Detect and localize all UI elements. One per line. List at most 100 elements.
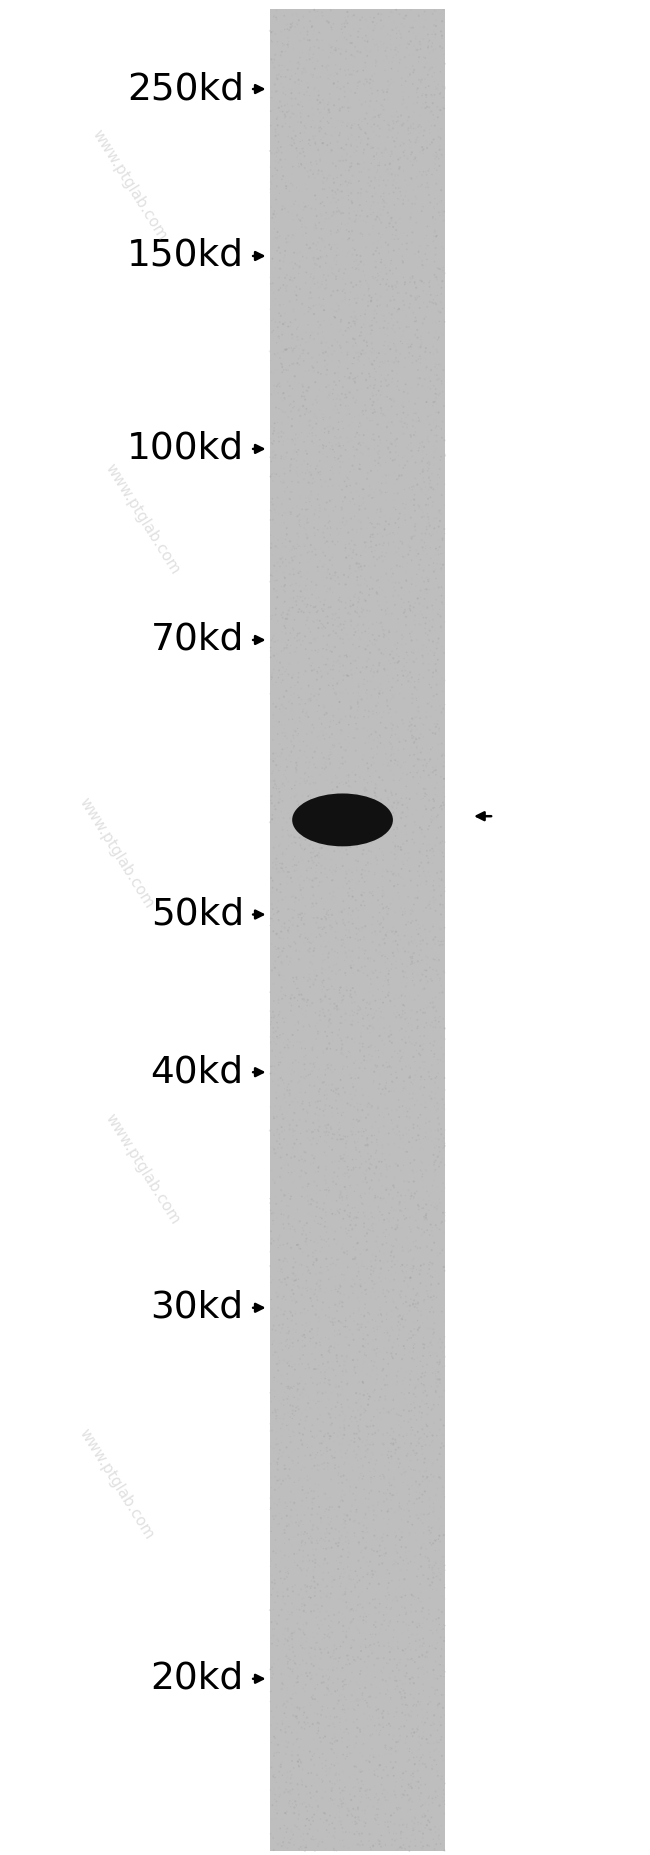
Point <box>276 1658 287 1688</box>
Point <box>363 480 374 510</box>
Point <box>436 900 446 929</box>
Point <box>289 128 299 158</box>
Point <box>399 167 410 197</box>
Point <box>317 416 327 445</box>
Point <box>350 924 361 953</box>
Point <box>281 224 291 254</box>
Point <box>310 697 320 727</box>
Point <box>410 1456 421 1486</box>
Point <box>286 783 296 812</box>
Point <box>430 72 441 102</box>
Point <box>307 1803 317 1833</box>
Point <box>318 1558 329 1588</box>
Point <box>323 1655 333 1684</box>
Point <box>359 1302 369 1332</box>
Point <box>318 399 328 429</box>
Point <box>315 996 325 1026</box>
Point <box>303 597 313 627</box>
Point <box>265 441 275 471</box>
Point <box>380 983 391 1013</box>
Point <box>270 154 280 184</box>
Point <box>437 480 447 510</box>
Point <box>294 1779 304 1809</box>
Point <box>361 265 371 295</box>
Point <box>388 1430 398 1460</box>
Point <box>426 933 437 963</box>
Point <box>317 26 327 56</box>
Point <box>381 1593 391 1623</box>
Point <box>326 1195 336 1224</box>
Point <box>403 1723 413 1753</box>
Point <box>320 1835 331 1855</box>
Point <box>299 848 309 877</box>
Point <box>305 1011 315 1041</box>
Point <box>289 1371 299 1401</box>
Point <box>344 1404 355 1434</box>
Point <box>407 1807 417 1836</box>
Point <box>404 126 415 156</box>
Point <box>311 200 322 230</box>
Point <box>414 1039 424 1068</box>
Point <box>383 979 393 1009</box>
Point <box>378 1230 388 1260</box>
Point <box>325 1786 335 1816</box>
Point <box>324 506 335 536</box>
Point <box>389 1584 399 1614</box>
Point <box>270 497 281 527</box>
Point <box>312 825 322 855</box>
Point <box>418 998 428 1028</box>
Point <box>268 621 279 651</box>
Point <box>304 1805 315 1835</box>
Point <box>318 1287 328 1317</box>
Point <box>413 744 424 774</box>
Point <box>408 150 418 180</box>
Point <box>279 1124 289 1154</box>
Point <box>279 946 289 976</box>
Point <box>389 1462 399 1491</box>
Point <box>294 310 304 339</box>
Point <box>376 1404 387 1434</box>
Point <box>379 529 389 558</box>
Point <box>382 896 393 926</box>
Point <box>438 321 448 351</box>
Point <box>305 965 315 994</box>
Point <box>367 1430 378 1460</box>
Point <box>270 1631 281 1660</box>
Point <box>400 269 410 299</box>
Point <box>362 1653 372 1682</box>
Point <box>423 1783 434 1812</box>
Point <box>383 330 393 360</box>
Point <box>414 492 424 521</box>
Point <box>310 1529 320 1558</box>
Point <box>411 208 421 237</box>
Point <box>317 1439 327 1469</box>
Point <box>302 742 312 772</box>
Point <box>369 1402 379 1432</box>
Point <box>413 946 423 976</box>
Point <box>430 1391 440 1421</box>
Point <box>428 1729 439 1759</box>
Point <box>327 542 337 571</box>
Point <box>324 985 335 1015</box>
Point <box>419 1529 429 1558</box>
Point <box>278 1404 289 1434</box>
Point <box>412 1293 423 1323</box>
Point <box>430 1133 440 1163</box>
Point <box>344 1560 354 1590</box>
Point <box>287 1211 298 1241</box>
Point <box>400 629 411 659</box>
Point <box>415 332 426 362</box>
Point <box>400 1651 411 1681</box>
Point <box>370 263 381 293</box>
Point <box>374 634 385 664</box>
Point <box>419 1185 429 1215</box>
Point <box>410 703 420 733</box>
Point <box>297 562 307 592</box>
Point <box>278 1362 288 1391</box>
Point <box>393 748 403 777</box>
Point <box>361 52 371 82</box>
Point <box>310 195 320 224</box>
Point <box>282 1349 293 1378</box>
Point <box>343 122 354 152</box>
Point <box>272 1022 282 1052</box>
